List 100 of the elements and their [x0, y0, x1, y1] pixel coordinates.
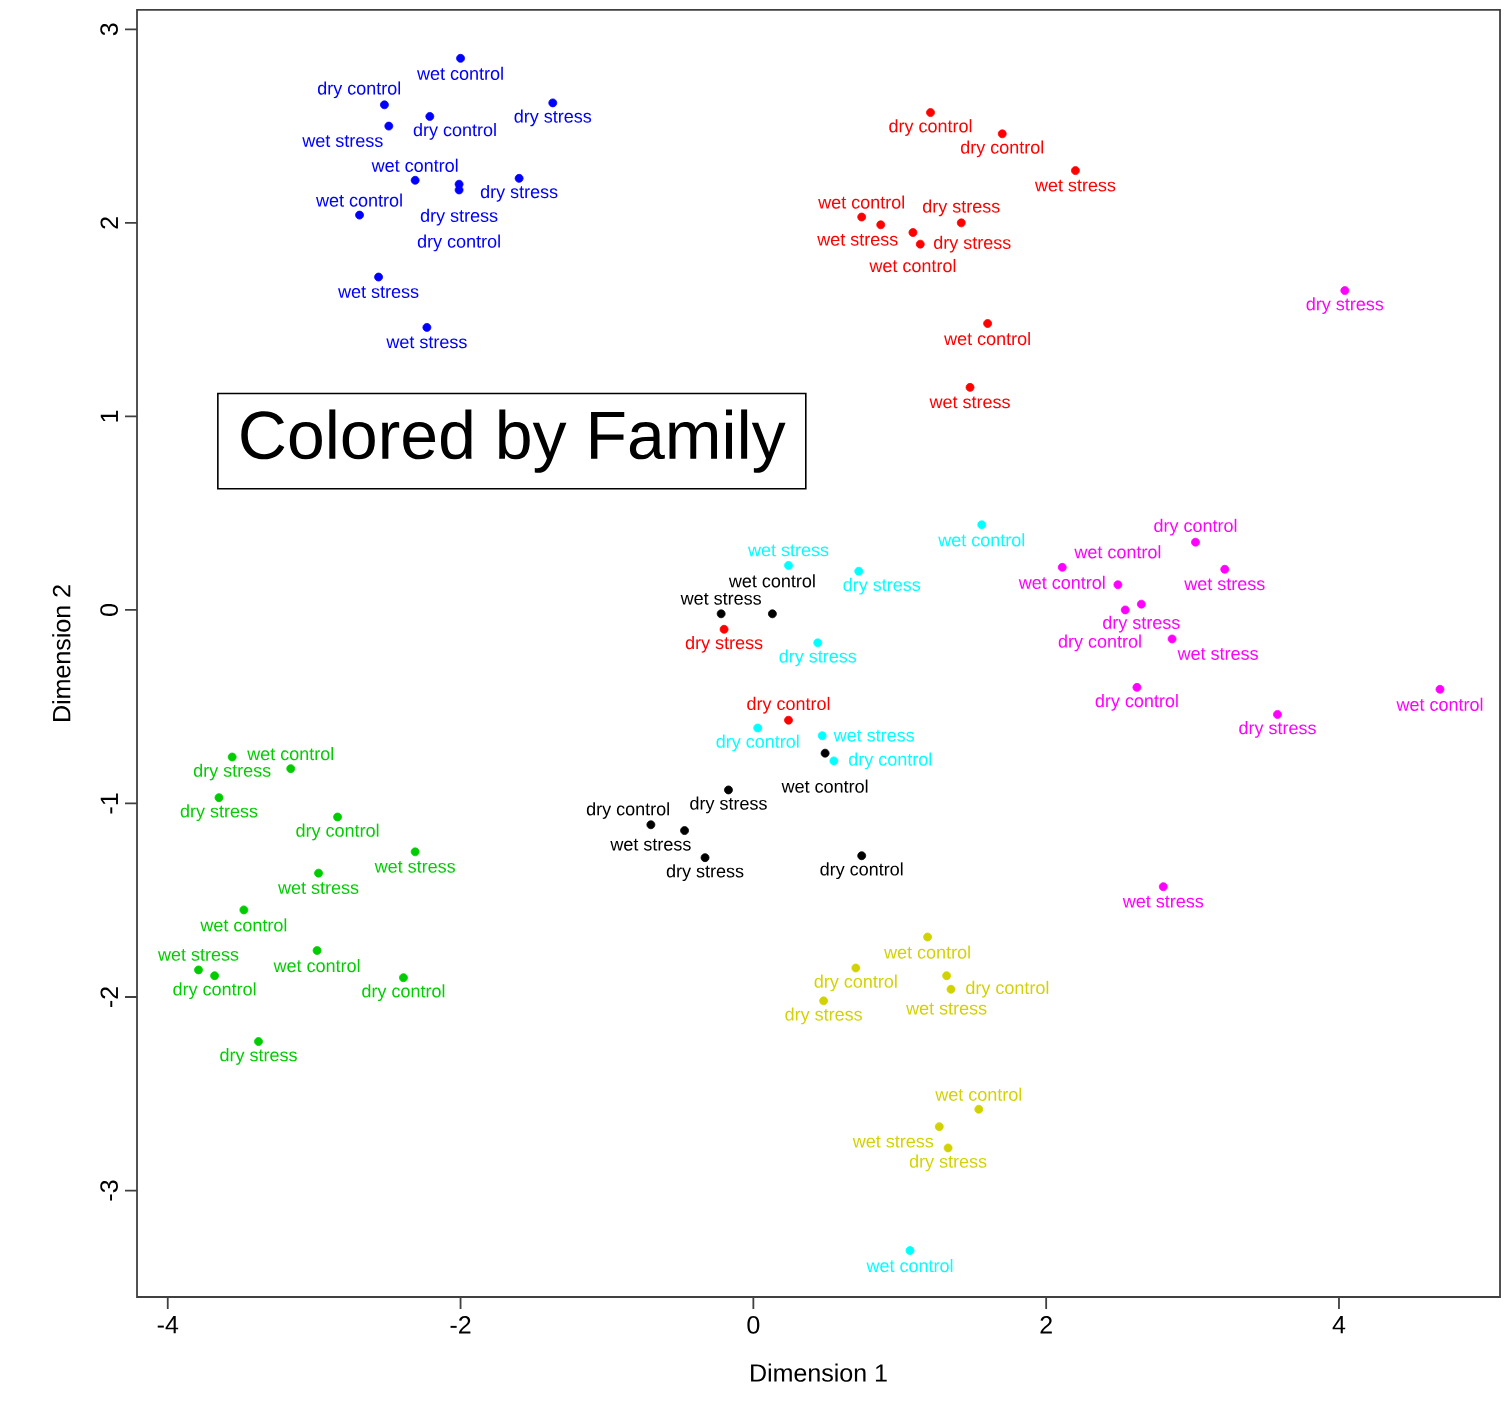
- data-label: wet control: [315, 193, 402, 207]
- x-tick-label: -2: [450, 1316, 471, 1334]
- point: [767, 609, 777, 619]
- point: [784, 715, 793, 725]
- point: [956, 218, 966, 228]
- data-label: dry stress: [685, 635, 763, 653]
- y-tick-label: -1: [100, 793, 118, 814]
- data-label: dry control: [296, 823, 379, 841]
- data-label: dry control: [317, 81, 401, 99]
- data-label: dry stress: [666, 864, 744, 882]
- data-label: wet control: [273, 958, 360, 973]
- data-label: dry control: [966, 980, 1049, 998]
- point: [210, 971, 219, 981]
- point: [997, 129, 1007, 139]
- point: [719, 624, 729, 634]
- x-tick-label: -4: [157, 1316, 179, 1334]
- point: [784, 561, 793, 570]
- point: [934, 1122, 944, 1132]
- y-tick-label: 1: [100, 410, 118, 422]
- point: [1071, 166, 1080, 176]
- data-label: dry stress: [1306, 297, 1384, 314]
- point: [854, 566, 864, 576]
- point: [425, 112, 435, 121]
- point: [548, 98, 558, 108]
- y-tick-label: 3: [100, 23, 118, 36]
- point: [399, 973, 408, 983]
- data-label: wet control: [944, 331, 1030, 346]
- data-label: wet stress: [852, 1135, 934, 1148]
- point: [646, 820, 656, 830]
- data-label: dry control: [413, 123, 496, 140]
- data-label: dry control: [960, 140, 1044, 158]
- point: [857, 212, 867, 222]
- data-label: wet control: [247, 747, 334, 761]
- data-label: wet control: [1074, 545, 1161, 559]
- data-label: wet control: [1396, 697, 1483, 711]
- data-label: dry stress: [420, 208, 498, 226]
- data-label: dry control: [1058, 634, 1141, 652]
- point: [876, 220, 886, 230]
- point: [456, 53, 465, 63]
- point: [943, 1143, 953, 1153]
- y-tick-label: 2: [100, 217, 118, 229]
- point: [1136, 599, 1146, 609]
- point: [905, 1246, 915, 1255]
- data-label: dry stress: [843, 577, 921, 595]
- point: [1113, 580, 1123, 590]
- y-axis-title: Dimension 2: [52, 585, 71, 721]
- y-tick-label: 0: [100, 603, 118, 616]
- data-label: dry control: [1095, 693, 1178, 711]
- point: [965, 382, 975, 392]
- data-label: dry stress: [1239, 721, 1316, 738]
- point: [813, 638, 823, 648]
- point: [1435, 684, 1445, 694]
- data-label: dry control: [1154, 518, 1237, 536]
- x-tick-label: 4: [1332, 1316, 1346, 1334]
- data-label: wet stress: [302, 135, 383, 148]
- data-label: dry stress: [690, 796, 767, 814]
- point: [1191, 537, 1200, 547]
- point: [254, 1037, 263, 1046]
- point: [753, 723, 763, 733]
- point: [380, 100, 389, 110]
- data-label: wet stress: [386, 336, 467, 349]
- point: [915, 239, 925, 249]
- data-label: dry stress: [1103, 615, 1180, 633]
- point: [333, 812, 342, 822]
- point: [908, 228, 918, 237]
- point: [1158, 882, 1168, 892]
- data-label: dry stress: [480, 184, 558, 202]
- data-label: wet control: [728, 574, 815, 588]
- data-label: dry stress: [220, 1048, 297, 1065]
- point: [942, 971, 952, 981]
- point: [817, 731, 827, 741]
- annotation: Colored by Family: [241, 409, 786, 473]
- x-axis-title: Dimension 1: [751, 1363, 887, 1382]
- data-label: dry stress: [180, 804, 258, 822]
- data-label: wet stress: [1034, 179, 1116, 192]
- point: [829, 756, 839, 766]
- point: [1273, 710, 1282, 719]
- data-label: dry control: [849, 752, 932, 770]
- data-label: wet control: [866, 1258, 953, 1273]
- point: [1340, 286, 1350, 296]
- data-label: wet stress: [1122, 895, 1204, 908]
- data-label: dry control: [747, 696, 830, 714]
- data-label: dry stress: [514, 109, 592, 127]
- data-label: dry control: [586, 802, 669, 819]
- data-label: wet stress: [610, 838, 691, 851]
- point: [227, 752, 237, 762]
- point: [355, 210, 364, 220]
- data-label: dry stress: [193, 763, 271, 781]
- point: [926, 108, 935, 117]
- point: [286, 764, 296, 774]
- y-tick-label: -3: [100, 1180, 118, 1201]
- data-label: wet control: [781, 779, 868, 793]
- point: [384, 121, 394, 131]
- point: [1057, 562, 1067, 572]
- point: [851, 963, 861, 973]
- data-label: wet stress: [747, 544, 829, 557]
- data-label: dry stress: [785, 1007, 862, 1025]
- point: [410, 847, 420, 857]
- point: [983, 319, 993, 328]
- data-label: wet stress: [338, 286, 419, 298]
